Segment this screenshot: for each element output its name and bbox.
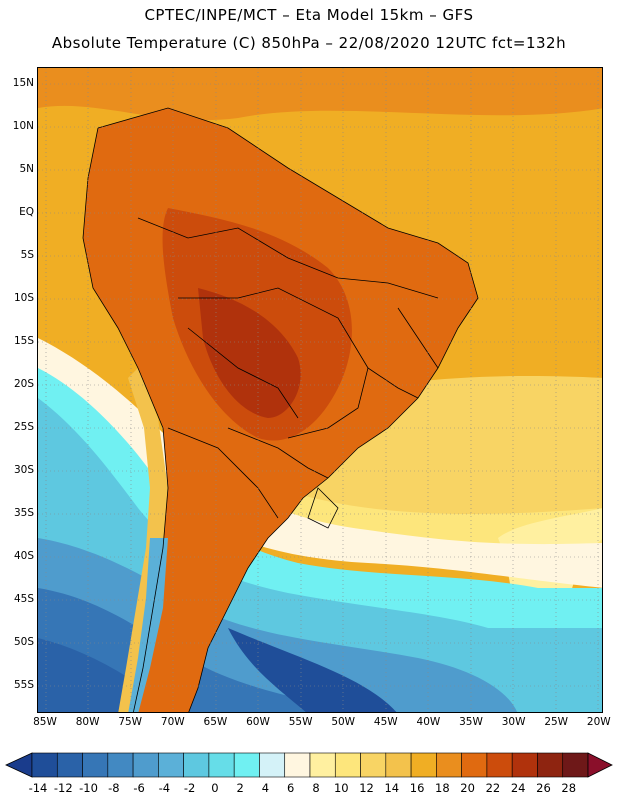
colorbar-label: -6 (133, 781, 145, 795)
temperature-map (37, 67, 603, 713)
lon-label: 35W (459, 716, 483, 728)
lat-label: 40S (13, 550, 34, 562)
colorbar (5, 752, 613, 778)
colorbar-swatch (410, 752, 437, 778)
colorbar-under-arrow (5, 752, 33, 778)
colorbar-label: -4 (158, 781, 171, 795)
lon-label: 60W (246, 716, 270, 728)
colorbar-label: 14 (384, 781, 400, 795)
colorbar-swatch (511, 752, 538, 778)
colorbar-swatch (82, 752, 109, 778)
lon-label: 85W (33, 716, 57, 728)
lat-label: 45S (13, 593, 34, 605)
temperature-field (38, 68, 602, 712)
lat-label: 30S (13, 464, 34, 476)
map-title-line1: CPTEC/INPE/MCT – Eta Model 15km – GFS (144, 6, 474, 24)
colorbar-label: 20 (460, 781, 475, 795)
colorbar-label: -14 (28, 781, 48, 795)
colorbar-swatch (436, 752, 462, 778)
colorbar-label: -8 (108, 781, 120, 795)
colorbar-label: 12 (359, 781, 374, 795)
colorbar-swatch (334, 752, 361, 778)
colorbar-swatch (385, 752, 412, 778)
map-title-line2: Absolute Temperature (C) 850hPa – 22/08/… (51, 34, 567, 52)
lon-label: 30W (501, 716, 526, 728)
colorbar-label: 18 (435, 781, 450, 795)
lat-label: 10S (13, 292, 34, 304)
colorbar-swatch (183, 752, 210, 778)
colorbar-swatch (309, 752, 336, 778)
colorbar-label: 26 (536, 781, 551, 795)
colorbar-label: -2 (183, 781, 196, 795)
south-cold-core (228, 628, 397, 712)
lat-label: 55S (13, 679, 34, 691)
lat-label: 25S (13, 421, 34, 433)
colorbar-label: 4 (261, 781, 270, 795)
hottest-interior-core (198, 288, 301, 418)
lon-label: 40W (416, 716, 441, 728)
colorbar-swatch (259, 752, 286, 778)
lon-label: 65W (203, 716, 228, 728)
colorbar-label: 2 (236, 781, 244, 795)
colorbar-over-arrow (587, 752, 613, 778)
andes-cool-strip (118, 368, 168, 712)
colorbar-swatch (208, 752, 235, 778)
lat-label: 50S (13, 636, 34, 648)
lat-label: 5S (20, 249, 34, 261)
colorbar-swatch (31, 752, 58, 778)
colorbar-label: -12 (53, 781, 73, 795)
colorbar-swatch (284, 752, 311, 778)
colorbar-swatch (158, 752, 184, 778)
colorbar-swatch (56, 752, 83, 778)
colorbar-swatch (233, 752, 260, 778)
colorbar-label: 22 (485, 781, 501, 795)
lon-label: 50W (331, 716, 356, 728)
colorbar-label: -10 (79, 781, 98, 795)
north-warm-band (38, 68, 602, 121)
lon-label: 25W (544, 716, 569, 728)
colorbar-swatch (360, 752, 387, 778)
colorbar-label: 10 (333, 781, 349, 795)
colorbar-swatch (486, 752, 513, 778)
colorbar-swatch (562, 752, 589, 778)
lat-label: 10N (12, 120, 34, 132)
colorbar-label: 0 (211, 781, 219, 795)
lat-label: 15S (13, 335, 34, 347)
lat-label: 5N (19, 163, 34, 175)
colorbar-label: 16 (409, 781, 425, 795)
lon-label: 80W (75, 716, 100, 728)
lat-label: 15N (12, 77, 34, 89)
coastlines-and-borders (82, 107, 479, 712)
lon-label: 55W (288, 716, 313, 728)
lat-label: EQ (19, 206, 34, 218)
lat-label: 20S (13, 378, 34, 390)
lon-label: 75W (118, 716, 143, 728)
lon-label: 20W (586, 716, 611, 728)
colorbar-swatch (107, 752, 134, 778)
patagonia-cold (128, 538, 168, 712)
lon-label: 70W (160, 716, 185, 728)
colorbar-swatch (537, 752, 564, 778)
colorbar-swatch (132, 752, 159, 778)
colorbar-label: 6 (287, 781, 295, 795)
colorbar-label: 8 (312, 781, 320, 795)
lon-label: 45W (373, 716, 398, 728)
colorbar-swatch (461, 752, 488, 778)
colorbar-label: 24 (510, 781, 526, 795)
colorbar-label: 28 (561, 781, 577, 795)
lat-label: 35S (13, 507, 34, 519)
